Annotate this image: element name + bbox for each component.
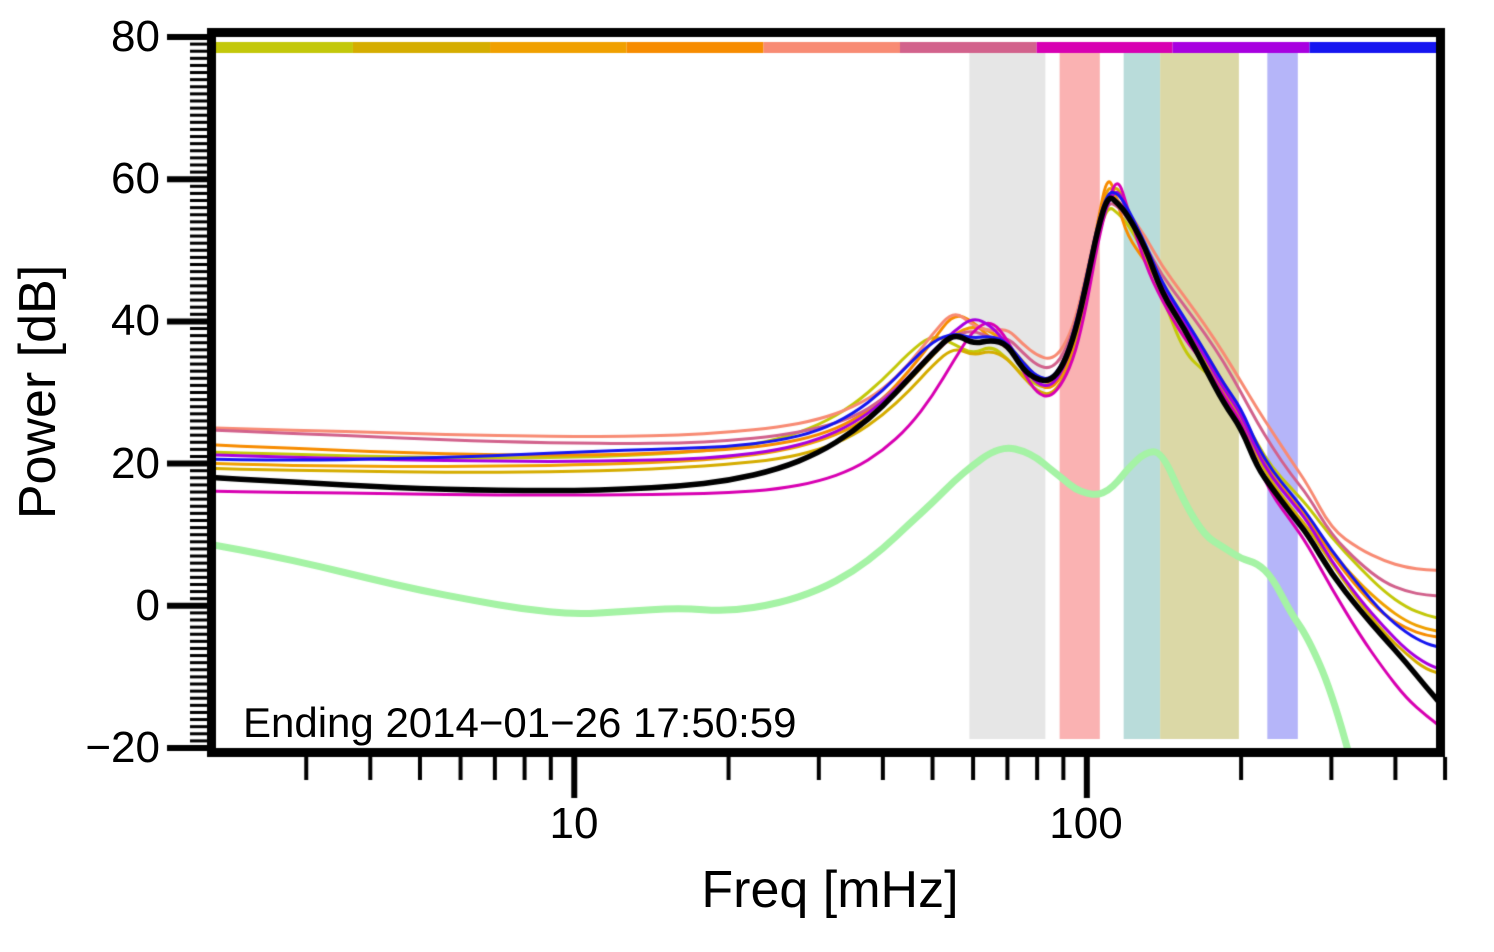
ending-timestamp-annotation: Ending 2014−01−26 17:50:59 — [243, 699, 797, 746]
x-tick-label-10: 10 — [549, 799, 599, 848]
x-tick-label-100: 100 — [1049, 799, 1123, 848]
y-tick-label-minus20: −20 — [85, 723, 160, 772]
x-axis-title: Freq [mHz] — [701, 861, 959, 919]
y-tick-label-0: 0 — [135, 581, 160, 630]
y-axis-title: Power [dB] — [9, 264, 67, 520]
y-tick-label-40: 40 — [111, 296, 160, 345]
y-tick-label-80: 80 — [111, 12, 160, 61]
y-tick-label-60: 60 — [111, 154, 160, 203]
y-tick-label-20: 20 — [111, 439, 160, 488]
